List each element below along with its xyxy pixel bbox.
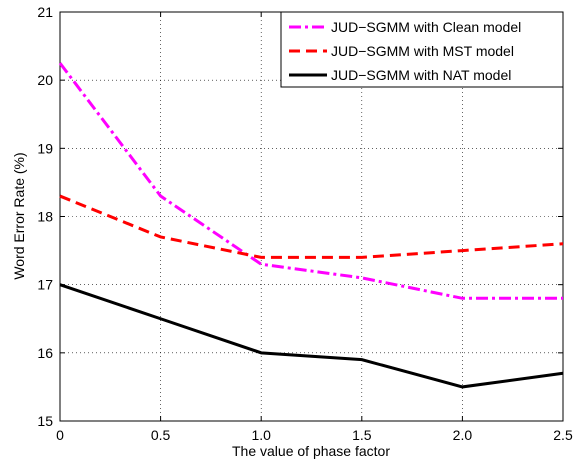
legend-label-3: JUD−SGMM with NAT model: [331, 67, 511, 83]
y-tick-label: 19: [37, 140, 53, 156]
y-axis-label: Word Error Rate (%): [11, 152, 27, 279]
x-tick-label: 0: [56, 427, 64, 443]
y-tick-label: 21: [37, 4, 53, 20]
legend-label-1: JUD−SGMM with Clean model: [331, 19, 521, 35]
y-tick-label: 18: [37, 209, 53, 225]
legend-label-2: JUD−SGMM with MST model: [331, 43, 514, 59]
y-tick-label: 15: [37, 413, 53, 429]
series-line-1: [58, 62, 563, 300]
legend-box: [280, 11, 564, 88]
x-tick-label: 0.5: [151, 427, 171, 443]
x-tick-label: 2.5: [553, 427, 573, 443]
x-tick-label: 1.5: [352, 427, 372, 443]
legend: JUD−SGMM with Clean model JUD−SGMM with M…: [280, 11, 564, 88]
series-lines: [58, 62, 564, 389]
x-axis-label: The value of phase factor: [232, 443, 390, 459]
series-line-3: [59, 283, 564, 389]
y-tick-label: 16: [37, 345, 53, 361]
y-tick-label: 17: [37, 277, 53, 293]
x-tick-label: 1.0: [251, 427, 271, 443]
y-tick-label: 20: [37, 72, 53, 88]
x-tick-label: 2.0: [453, 427, 473, 443]
series-line-2: [59, 194, 564, 259]
